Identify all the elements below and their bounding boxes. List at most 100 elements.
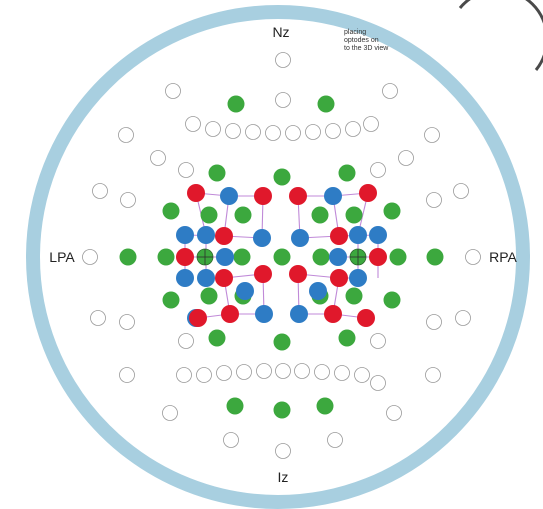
short-channel-marker[interactable] bbox=[338, 329, 356, 347]
empty-optode-position[interactable] bbox=[305, 124, 321, 140]
empty-optode-position[interactable] bbox=[165, 83, 181, 99]
empty-optode-position[interactable] bbox=[225, 123, 241, 139]
short-channel-marker[interactable] bbox=[119, 248, 137, 266]
empty-optode-position[interactable] bbox=[455, 310, 471, 326]
source-optode[interactable] bbox=[330, 269, 348, 287]
short-channel-marker[interactable] bbox=[226, 397, 244, 415]
empty-optode-position[interactable] bbox=[120, 192, 136, 208]
source-optode[interactable] bbox=[289, 265, 307, 283]
source-optode[interactable] bbox=[359, 184, 377, 202]
empty-optode-position[interactable] bbox=[294, 363, 310, 379]
short-channel-marker[interactable] bbox=[383, 291, 401, 309]
detector-optode[interactable] bbox=[324, 187, 342, 205]
empty-optode-position[interactable] bbox=[334, 365, 350, 381]
short-channel-marker[interactable] bbox=[208, 164, 226, 182]
source-optode[interactable] bbox=[254, 187, 272, 205]
short-channel-marker[interactable] bbox=[273, 168, 291, 186]
short-channel-marker[interactable] bbox=[273, 248, 291, 266]
empty-optode-position[interactable] bbox=[398, 150, 414, 166]
short-channel-marker[interactable] bbox=[233, 248, 251, 266]
source-optode[interactable] bbox=[254, 265, 272, 283]
source-optode[interactable] bbox=[330, 227, 348, 245]
empty-optode-position[interactable] bbox=[426, 314, 442, 330]
empty-optode-position[interactable] bbox=[370, 333, 386, 349]
short-channel-marker[interactable] bbox=[200, 287, 218, 305]
detector-optode[interactable] bbox=[290, 305, 308, 323]
empty-optode-position[interactable] bbox=[119, 314, 135, 330]
source-optode[interactable] bbox=[215, 227, 233, 245]
empty-optode-position[interactable] bbox=[275, 92, 291, 108]
detector-optode[interactable] bbox=[197, 269, 215, 287]
empty-optode-position[interactable] bbox=[314, 364, 330, 380]
source-optode[interactable] bbox=[215, 269, 233, 287]
empty-optode-position[interactable] bbox=[245, 124, 261, 140]
empty-optode-position[interactable] bbox=[386, 405, 402, 421]
detector-optode[interactable] bbox=[349, 226, 367, 244]
detector-optode[interactable] bbox=[255, 305, 273, 323]
empty-optode-position[interactable] bbox=[256, 363, 272, 379]
empty-optode-position[interactable] bbox=[345, 121, 361, 137]
empty-optode-position[interactable] bbox=[370, 375, 386, 391]
empty-optode-position[interactable] bbox=[82, 249, 98, 265]
detector-optode[interactable] bbox=[309, 282, 327, 300]
empty-optode-position[interactable] bbox=[205, 121, 221, 137]
empty-optode-position[interactable] bbox=[325, 123, 341, 139]
short-channel-marker[interactable] bbox=[208, 329, 226, 347]
empty-optode-position[interactable] bbox=[265, 125, 281, 141]
empty-optode-position[interactable] bbox=[118, 127, 134, 143]
empty-optode-position[interactable] bbox=[196, 367, 212, 383]
detector-optode[interactable] bbox=[236, 282, 254, 300]
short-channel-marker[interactable] bbox=[162, 202, 180, 220]
empty-optode-position[interactable] bbox=[178, 162, 194, 178]
short-channel-marker[interactable] bbox=[273, 333, 291, 351]
short-channel-marker[interactable] bbox=[311, 206, 329, 224]
empty-optode-position[interactable] bbox=[90, 310, 106, 326]
detector-optode[interactable] bbox=[216, 248, 234, 266]
source-optode[interactable] bbox=[187, 184, 205, 202]
empty-optode-position[interactable] bbox=[370, 162, 386, 178]
source-optode[interactable] bbox=[176, 248, 194, 266]
source-optode[interactable] bbox=[221, 305, 239, 323]
short-channel-marker[interactable] bbox=[234, 206, 252, 224]
short-channel-marker[interactable] bbox=[317, 95, 335, 113]
detector-optode[interactable] bbox=[329, 248, 347, 266]
detector-optode[interactable] bbox=[176, 226, 194, 244]
detector-optode[interactable] bbox=[349, 269, 367, 287]
empty-optode-position[interactable] bbox=[363, 116, 379, 132]
empty-optode-position[interactable] bbox=[382, 83, 398, 99]
short-channel-marker[interactable] bbox=[200, 206, 218, 224]
detector-optode[interactable] bbox=[291, 229, 309, 247]
short-channel-marker[interactable] bbox=[312, 248, 330, 266]
short-channel-marker[interactable] bbox=[273, 401, 291, 419]
detector-optode[interactable] bbox=[220, 187, 238, 205]
empty-optode-position[interactable] bbox=[275, 52, 291, 68]
empty-optode-position[interactable] bbox=[453, 183, 469, 199]
detector-optode[interactable] bbox=[176, 269, 194, 287]
empty-optode-position[interactable] bbox=[223, 432, 239, 448]
empty-optode-position[interactable] bbox=[185, 116, 201, 132]
empty-optode-position[interactable] bbox=[178, 333, 194, 349]
empty-optode-position[interactable] bbox=[426, 192, 442, 208]
empty-optode-position[interactable] bbox=[424, 127, 440, 143]
empty-optode-position[interactable] bbox=[354, 367, 370, 383]
source-optode[interactable] bbox=[324, 305, 342, 323]
short-channel-marker[interactable] bbox=[389, 248, 407, 266]
source-optode[interactable] bbox=[289, 187, 307, 205]
short-channel-marker[interactable] bbox=[426, 248, 444, 266]
empty-optode-position[interactable] bbox=[162, 405, 178, 421]
source-optode[interactable] bbox=[369, 248, 387, 266]
empty-optode-position[interactable] bbox=[236, 364, 252, 380]
short-channel-marker[interactable] bbox=[316, 397, 334, 415]
detector-optode[interactable] bbox=[197, 226, 215, 244]
short-channel-marker[interactable] bbox=[345, 206, 363, 224]
short-channel-marker[interactable] bbox=[383, 202, 401, 220]
empty-optode-position[interactable] bbox=[150, 150, 166, 166]
empty-optode-position[interactable] bbox=[275, 363, 291, 379]
empty-optode-position[interactable] bbox=[285, 125, 301, 141]
short-channel-marker[interactable] bbox=[338, 164, 356, 182]
detector-optode[interactable] bbox=[253, 229, 271, 247]
empty-optode-position[interactable] bbox=[119, 367, 135, 383]
short-channel-marker[interactable] bbox=[227, 95, 245, 113]
empty-optode-position[interactable] bbox=[327, 432, 343, 448]
empty-optode-position[interactable] bbox=[216, 365, 232, 381]
